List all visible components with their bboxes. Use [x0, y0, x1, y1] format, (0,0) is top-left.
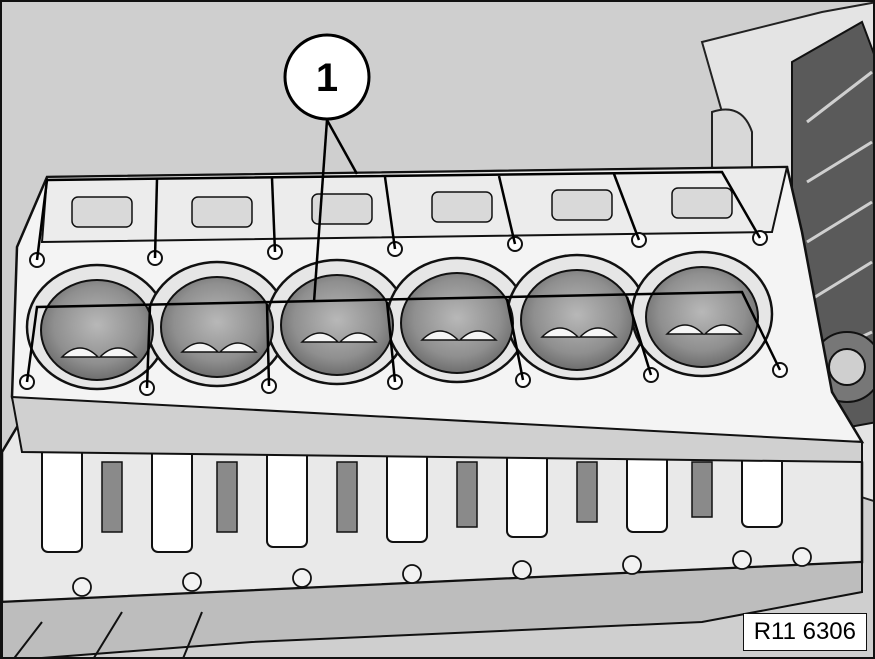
callout-number: 1 [316, 56, 338, 100]
callout-leader-lines [25, 119, 782, 389]
callout-1: 1 [283, 33, 371, 121]
figure-reference-label: R11 6306 [742, 613, 867, 651]
